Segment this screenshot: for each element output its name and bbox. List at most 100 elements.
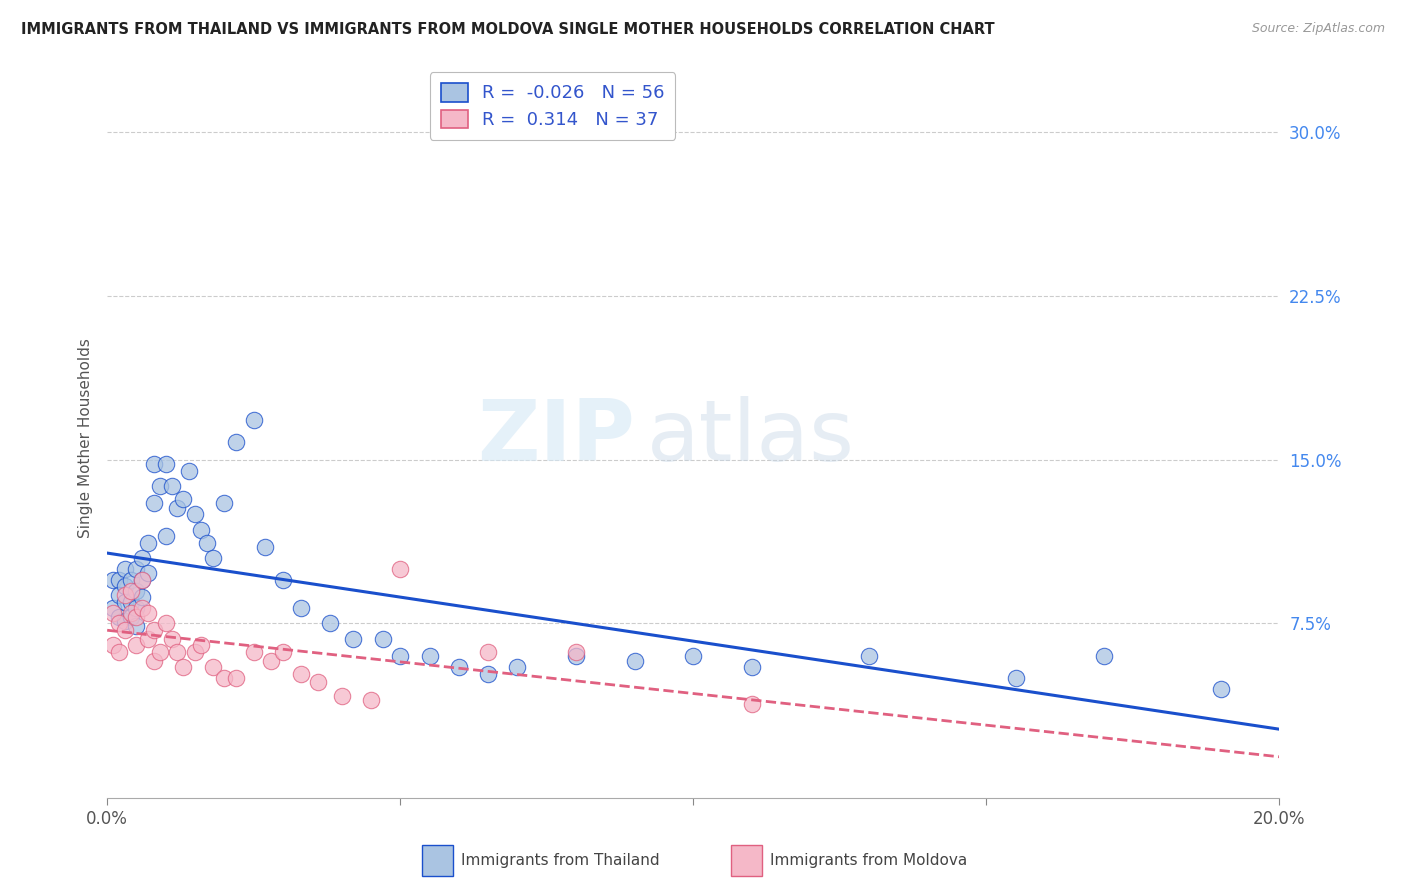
Point — [166, 500, 188, 515]
Point — [136, 566, 159, 581]
Text: Immigrants from Thailand: Immigrants from Thailand — [461, 853, 659, 868]
Point — [319, 616, 342, 631]
Point — [160, 632, 183, 646]
Point — [271, 645, 294, 659]
Point — [160, 479, 183, 493]
Point — [1209, 681, 1232, 696]
Point — [131, 573, 153, 587]
Point — [114, 588, 136, 602]
Point — [131, 551, 153, 566]
Point — [201, 551, 224, 566]
Point — [120, 610, 142, 624]
Point — [741, 660, 763, 674]
Point — [389, 649, 412, 664]
Point — [214, 671, 236, 685]
Point — [120, 606, 142, 620]
Point — [125, 562, 148, 576]
Point — [136, 632, 159, 646]
Point — [155, 616, 177, 631]
Point — [114, 562, 136, 576]
Point — [260, 654, 283, 668]
Point — [225, 671, 247, 685]
Point — [114, 623, 136, 637]
Point — [143, 654, 166, 668]
Point — [477, 666, 499, 681]
Point — [108, 645, 131, 659]
Point — [131, 601, 153, 615]
Point — [201, 660, 224, 674]
Point — [179, 464, 201, 478]
Point — [114, 579, 136, 593]
Point — [143, 496, 166, 510]
Point — [242, 645, 264, 659]
Y-axis label: Single Mother Households: Single Mother Households — [79, 338, 93, 538]
Point — [477, 645, 499, 659]
Point — [242, 413, 264, 427]
Point — [101, 606, 124, 620]
Point — [741, 698, 763, 712]
Point — [290, 601, 312, 615]
Point — [136, 535, 159, 549]
Point — [623, 654, 645, 668]
Point — [342, 632, 364, 646]
Point — [172, 660, 194, 674]
Point — [120, 583, 142, 598]
Point — [125, 618, 148, 632]
Point — [120, 594, 142, 608]
Point — [360, 693, 382, 707]
Text: atlas: atlas — [647, 396, 855, 479]
Legend: R =  -0.026   N = 56, R =  0.314   N = 37: R = -0.026 N = 56, R = 0.314 N = 37 — [430, 72, 675, 140]
Point — [290, 666, 312, 681]
Point — [1092, 649, 1115, 664]
Text: IMMIGRANTS FROM THAILAND VS IMMIGRANTS FROM MOLDOVA SINGLE MOTHER HOUSEHOLDS COR: IMMIGRANTS FROM THAILAND VS IMMIGRANTS F… — [21, 22, 994, 37]
Point — [108, 616, 131, 631]
Point — [143, 457, 166, 471]
Point — [389, 562, 412, 576]
Point — [125, 610, 148, 624]
Point — [155, 457, 177, 471]
Point — [143, 623, 166, 637]
Point — [108, 573, 131, 587]
Point — [190, 523, 212, 537]
Point — [682, 649, 704, 664]
Point — [149, 645, 172, 659]
Point — [108, 588, 131, 602]
Point — [125, 583, 148, 598]
Point — [858, 649, 880, 664]
Point — [125, 601, 148, 615]
Text: ZIP: ZIP — [477, 396, 634, 479]
Point — [101, 601, 124, 615]
Point — [101, 638, 124, 652]
Point — [565, 645, 588, 659]
Point — [120, 573, 142, 587]
Point — [155, 529, 177, 543]
Point — [172, 491, 194, 506]
Point — [307, 675, 329, 690]
Text: Source: ZipAtlas.com: Source: ZipAtlas.com — [1251, 22, 1385, 36]
Point — [125, 638, 148, 652]
Point — [131, 591, 153, 605]
Point — [114, 615, 136, 629]
Point — [114, 594, 136, 608]
Point — [254, 540, 277, 554]
Point — [419, 649, 441, 664]
Point — [136, 606, 159, 620]
Point — [271, 573, 294, 587]
Point — [1004, 671, 1026, 685]
Point — [330, 689, 353, 703]
Point — [371, 632, 394, 646]
Point — [214, 496, 236, 510]
Point — [101, 573, 124, 587]
Point — [166, 645, 188, 659]
Point — [506, 660, 529, 674]
Point — [565, 649, 588, 664]
Point — [184, 508, 207, 522]
Point — [225, 435, 247, 450]
Text: Immigrants from Moldova: Immigrants from Moldova — [770, 853, 967, 868]
Point — [108, 610, 131, 624]
Point — [184, 645, 207, 659]
Point — [131, 573, 153, 587]
Point — [149, 479, 172, 493]
Point — [190, 638, 212, 652]
Point — [447, 660, 470, 674]
